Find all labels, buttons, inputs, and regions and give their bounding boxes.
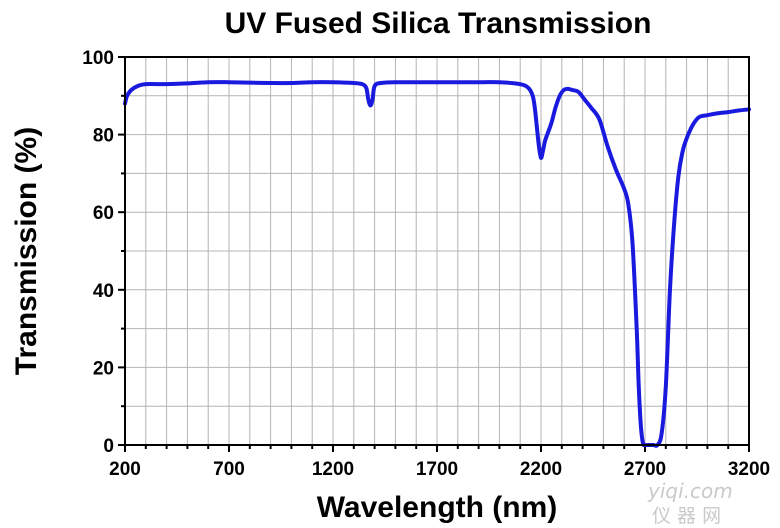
transmission-series-line xyxy=(123,80,751,448)
x-tick-label: 2200 xyxy=(520,459,562,480)
grid xyxy=(125,57,749,445)
x-tick-label: 200 xyxy=(109,459,141,480)
chart-title: UV Fused Silica Transmission xyxy=(225,7,652,40)
x-tick-label: 700 xyxy=(213,459,245,480)
y-tick-labels: 0 20 40 60 80 100 xyxy=(82,48,114,457)
data-series xyxy=(123,80,751,448)
y-tick-label: 0 xyxy=(103,436,114,457)
x-axis-label: Wavelength (nm) xyxy=(317,491,558,524)
x-tick-label: 1200 xyxy=(312,459,354,480)
y-tick-label: 100 xyxy=(82,48,114,69)
x-tick-label: 3200 xyxy=(728,459,770,480)
y-tick-label: 80 xyxy=(93,126,114,147)
plot-frame xyxy=(124,56,750,446)
y-tick-label: 20 xyxy=(93,358,114,379)
axis-ticks xyxy=(118,56,750,452)
x-tick-label: 2700 xyxy=(624,459,666,480)
x-tick-labels: 200 700 1200 1700 2200 2700 3200 xyxy=(109,459,770,480)
y-tick-label: 40 xyxy=(93,281,114,302)
x-tick-label: 1700 xyxy=(416,459,458,480)
watermark-chinese: 仪 器 网 xyxy=(652,505,721,527)
y-axis-label: Transmission (%) xyxy=(10,127,43,375)
watermark-domain: yiqi.com xyxy=(647,479,733,503)
y-tick-label: 60 xyxy=(93,203,114,224)
